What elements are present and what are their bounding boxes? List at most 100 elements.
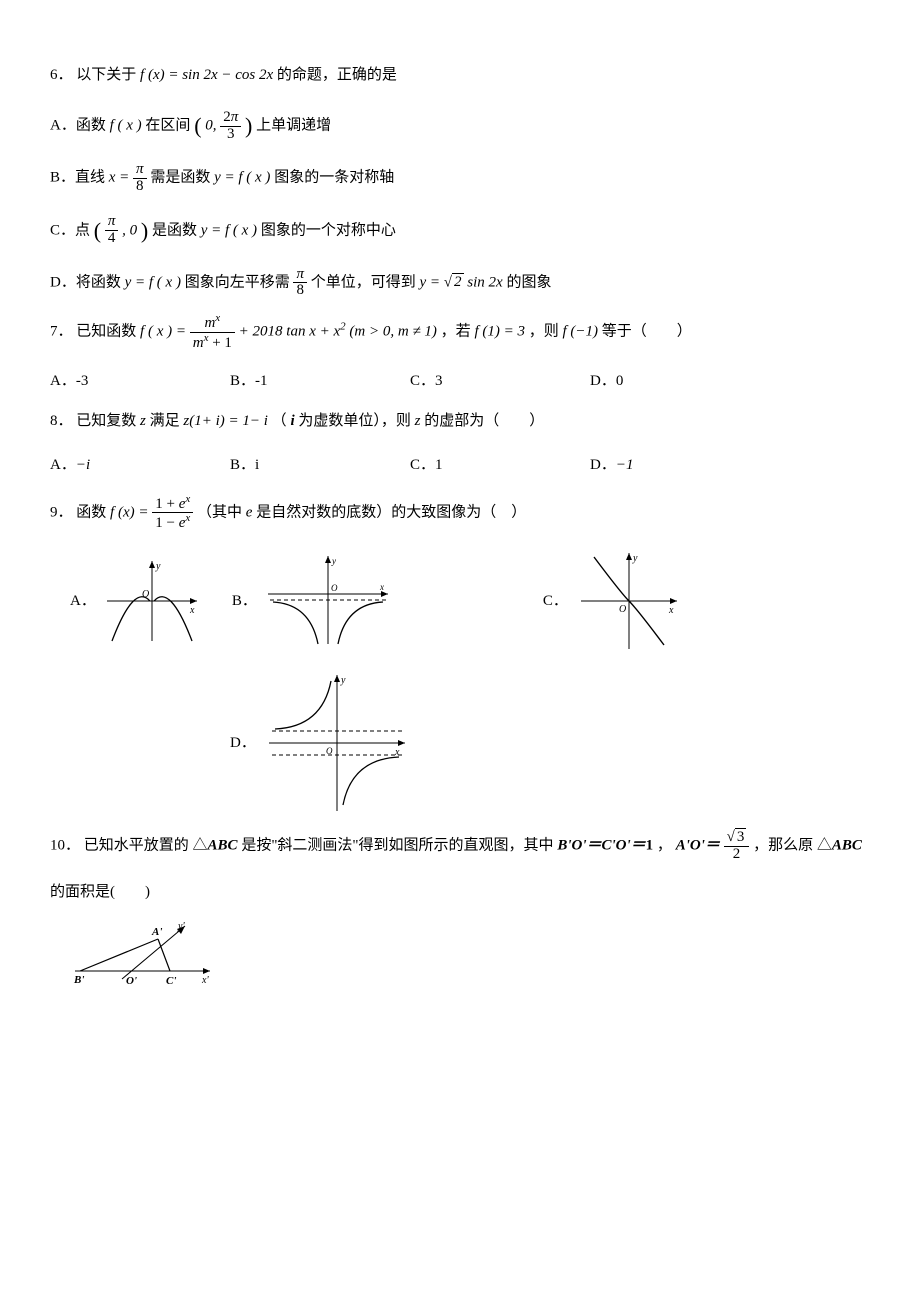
q9-label-D: D． [230,728,256,758]
q7-stem-d: 等于（ ） [602,324,692,340]
svg-text:x': x' [201,975,209,986]
close-paren-icon: ) [141,218,148,243]
q8-i: i [290,413,294,429]
q8-stem-d: 为虚数单位），则 [298,413,414,429]
q7-stem-b: ，若 [441,324,475,340]
oblique-diagram-icon: A' B' O' C' x' y' [70,921,230,1001]
q6-C-frac: π4 [105,214,119,247]
q7-fm1: f (−1) [562,324,598,340]
q8-eq: z(1+ i) = 1− i [183,413,268,429]
q6-fn: f (x) = sin 2x − cos 2x [140,67,273,83]
open-paren-icon: ( [194,113,201,138]
q7-A: A．-3 [50,366,230,396]
q9-graph-row-1: A． y x O B． y x O C． y x [70,546,870,656]
svg-text:O: O [142,589,149,600]
q10-stem-c: ， [657,838,672,854]
q10-bc: B'O'＝C'O'＝1 [557,838,653,854]
q6-D-post2: 的图象 [506,274,551,290]
q9-stem-b: （其中 [197,504,246,520]
svg-text:A': A' [151,926,162,938]
question-10: 10． 已知水平放置的 △ABC 是按"斜二测画法"得到如图所示的直观图，其中 … [50,830,870,863]
q6-A-pre: A．函数 [50,117,110,133]
svg-text:y: y [340,675,346,686]
q7-rest: + 2018 tan x + x [239,324,340,340]
q9-stem-c: 是自然对数的底数）的大致图像为（ ） [256,504,526,520]
q8-options: A．−i B．i C．1 D．−1 [50,450,870,480]
q6-D-frac: π8 [293,267,307,300]
q6-D-res: y = √2 sin 2x [420,273,503,290]
q6-D-mid: 图象向左平移需 [185,274,294,290]
q9-fn: f (x) = [110,504,152,520]
q8-D: D．−1 [590,450,770,480]
svg-text:y': y' [177,921,185,932]
question-6: 6． 以下关于 f (x) = sin 2x − cos 2x 的命题，正确的是 [50,60,870,90]
svg-text:x: x [379,582,384,592]
graph-a-icon: y x O [102,556,202,646]
open-paren-icon: ( [94,218,101,243]
q10-tri2: △ABC [817,838,862,854]
q6-A-post: 上单调递增 [256,117,331,133]
q6-option-c: C．点 ( π4 , 0 ) 是函数 y = f ( x ) 图象的一个对称中心 [50,209,870,253]
graph-c-icon: y x O [574,546,684,656]
q7-B: B．-1 [230,366,410,396]
q6-B-x: x = [109,170,133,186]
svg-text:C': C' [166,975,176,987]
svg-text:O: O [331,583,338,593]
q7-C: C．3 [410,366,590,396]
q8-stem-b: 满足 [150,413,184,429]
q9-graph-A: A． y x O [70,556,202,646]
svg-text:O: O [619,604,626,615]
close-paren-icon: ) [245,113,252,138]
q7-number: 7． [50,324,73,340]
q8-stem-c: （ [272,413,287,429]
svg-text:O': O' [126,975,137,987]
q10-stem-d: ，那么原 [753,838,813,854]
graph-d-icon: y x O [262,668,412,818]
q6-B-mid: 需是函数 [150,170,214,186]
question-8: 8． 已知复数 z 满足 z(1+ i) = 1− i （ i 为虚数单位），则… [50,406,870,436]
q7-cond: (m > 0, m ≠ 1) [349,324,437,340]
q8-B: B．i [230,450,410,480]
q10-stem-a: 已知水平放置的 [84,838,189,854]
q7-options: A．-3 B．-1 C．3 D．0 [50,366,870,396]
graph-b-icon: y x O [263,554,393,649]
svg-text:y: y [632,553,638,564]
q7-frac: mx mx + 1 [190,313,235,352]
q10-diagram: A' B' O' C' x' y' [70,921,870,1001]
q6-B-pre: B．直线 [50,170,109,186]
q6-D-post1: 个单位，可得到 [311,274,420,290]
q8-number: 8． [50,413,73,429]
q7-fn: f ( x ) = [140,324,190,340]
q9-e: e [246,504,253,520]
q8-C: C．1 [410,450,590,480]
q6-option-d: D．将函数 y = f ( x ) 图象向左平移需 π8 个单位，可得到 y =… [50,267,870,300]
q6-C-pre: C．点 [50,222,94,238]
q6-A-interval-0: 0, [205,117,216,133]
q9-label-B: B． [232,586,257,616]
q7-stem-a: 已知函数 [76,324,140,340]
q10-line2: 的面积是( ) [50,877,870,907]
q6-option-b: B．直线 x = π8 需是函数 y = f ( x ) 图象的一条对称轴 [50,162,870,195]
q9-label-A: A． [70,586,96,616]
q9-number: 9． [50,504,73,520]
q6-option-a: A．函数 f ( x ) 在区间 ( 0, 2π3 ) 上单调递增 [50,104,870,148]
q8-A: A．−i [50,450,230,480]
q10-number: 10． [50,838,80,854]
svg-text:y: y [155,561,161,572]
q9-graph-row-2: D． y x O [230,668,870,818]
q6-A-frac: 2π3 [220,110,241,143]
q6-stem-a: 以下关于 [76,67,140,83]
svg-text:x: x [189,605,195,616]
q6-C-post: 图象的一个对称中心 [261,222,396,238]
q6-number: 6． [50,67,73,83]
q9-graph-B: B． y x O [232,554,393,649]
svg-text:y: y [331,556,336,566]
q10-ao-frac: √3 2 [724,830,750,863]
q6-D-pre: D．将函数 [50,274,125,290]
question-9: 9． 函数 f (x) = 1 + ex 1 − ex （其中 e 是自然对数的… [50,494,870,533]
q10-ao: A'O'＝ [676,838,720,854]
q6-B-post: 图象的一条对称轴 [274,170,394,186]
q6-B-frac: π8 [133,162,147,195]
q6-C-fn: y = f ( x ) [201,222,257,238]
q8-z2: z [415,413,421,429]
